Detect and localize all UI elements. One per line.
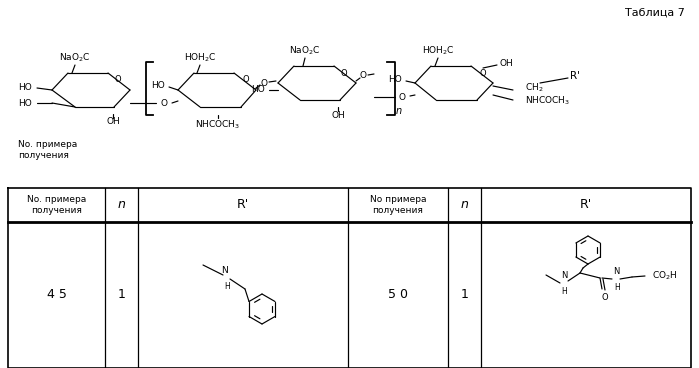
Text: n: n xyxy=(117,198,125,212)
Text: CO$_2$H: CO$_2$H xyxy=(652,270,677,282)
Text: 1: 1 xyxy=(117,289,125,301)
Text: HO: HO xyxy=(18,99,32,107)
Text: No. примера
получения: No. примера получения xyxy=(18,140,78,160)
Text: N: N xyxy=(613,267,619,276)
Text: n: n xyxy=(396,106,402,116)
Text: O: O xyxy=(161,99,168,107)
Text: O: O xyxy=(602,293,608,302)
Text: N: N xyxy=(561,271,567,280)
Text: O: O xyxy=(398,92,405,102)
Text: HOH$_2$C: HOH$_2$C xyxy=(421,45,454,57)
Text: Таблица 7: Таблица 7 xyxy=(625,8,685,18)
Text: O: O xyxy=(243,75,250,85)
Text: OH: OH xyxy=(106,117,120,127)
Text: O: O xyxy=(480,68,487,78)
Text: R': R' xyxy=(570,71,580,81)
Text: N: N xyxy=(222,266,229,275)
Text: NaO$_2$C: NaO$_2$C xyxy=(289,45,321,57)
Text: n: n xyxy=(461,198,468,212)
Text: OH: OH xyxy=(331,110,345,120)
Text: H: H xyxy=(561,287,567,296)
Text: R': R' xyxy=(580,198,592,212)
Text: HO: HO xyxy=(18,84,32,92)
Text: HO: HO xyxy=(251,85,265,95)
Text: NHCOCH$_3$: NHCOCH$_3$ xyxy=(525,95,570,107)
Text: HOH$_2$C: HOH$_2$C xyxy=(184,52,217,64)
Text: 4 5: 4 5 xyxy=(47,289,66,301)
Text: OH: OH xyxy=(500,59,514,67)
Text: O: O xyxy=(359,71,366,81)
Text: No. примера
получения: No. примера получения xyxy=(27,195,86,215)
Text: NHCOCH$_3$: NHCOCH$_3$ xyxy=(196,119,240,131)
Text: H: H xyxy=(224,282,230,291)
Text: No примера
получения: No примера получения xyxy=(370,195,426,215)
Text: HO: HO xyxy=(388,75,402,85)
Text: R': R' xyxy=(237,198,249,212)
Text: O: O xyxy=(261,78,268,88)
Text: O: O xyxy=(340,68,347,78)
Text: NaO$_2$C: NaO$_2$C xyxy=(59,52,91,64)
Text: CH$_2$: CH$_2$ xyxy=(525,82,544,94)
Text: 1: 1 xyxy=(461,289,468,301)
Text: O: O xyxy=(115,74,122,84)
Text: 5 0: 5 0 xyxy=(388,289,408,301)
Text: HO: HO xyxy=(151,81,165,91)
Text: H: H xyxy=(614,283,620,292)
